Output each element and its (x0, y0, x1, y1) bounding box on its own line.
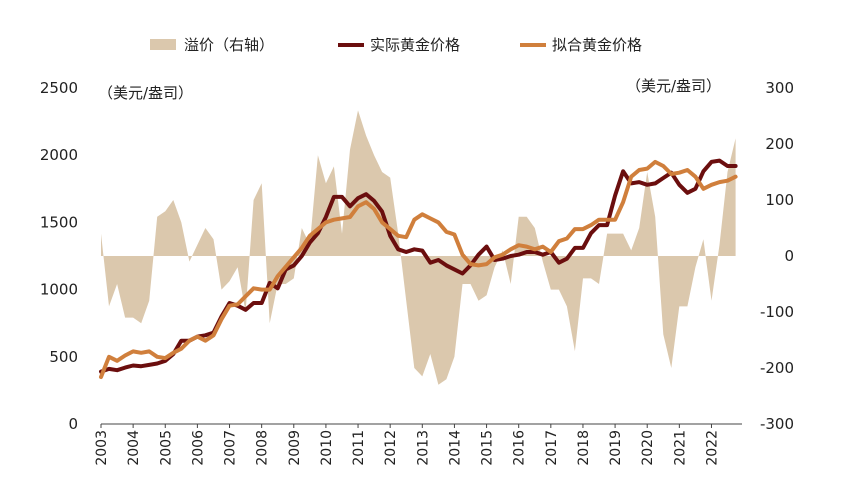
legend-label-premium: 溢价（右轴） (184, 36, 274, 54)
legend-label-fitted: 拟合黄金价格 (552, 36, 642, 54)
series-premium-area (101, 110, 736, 385)
x-tick-label: 2006 (190, 430, 206, 466)
series-fitted-line (99, 159, 738, 379)
x-tick-label: 2012 (383, 430, 399, 466)
legend-swatch-premium (150, 39, 176, 50)
x-tick-label: 2015 (480, 430, 496, 466)
x-tick-label: 2010 (319, 430, 335, 466)
x-tick-label: 2007 (223, 430, 239, 466)
x-tick-label: 2014 (447, 430, 463, 466)
legend-label-actual: 实际黄金价格 (370, 36, 460, 54)
x-tick-label: 2020 (640, 430, 656, 466)
left-tick-label: 500 (49, 348, 78, 366)
x-tick-label: 2003 (94, 430, 110, 466)
premium-area (101, 110, 736, 385)
x-tick-label: 2004 (126, 430, 142, 466)
x-tick-label: 2013 (415, 430, 431, 466)
x-axis: 2003 2004 2005 2006 2007 2008 2009 2010 2011 2012… (94, 424, 720, 466)
right-tick-label: 300 (765, 79, 794, 97)
left-axis: 2500 2000 1500 1000 500 0 (40, 79, 78, 433)
x-tick-label: 2018 (576, 430, 592, 466)
x-tick-label: 2021 (672, 430, 688, 466)
left-tick-label: 1500 (40, 213, 78, 231)
right-tick-label: 200 (765, 135, 794, 153)
left-tick-label: 2500 (40, 79, 78, 97)
price-lines (99, 158, 738, 379)
x-tick-label: 2011 (351, 430, 367, 466)
right-tick-label: -300 (760, 415, 794, 433)
left-axis-unit: （美元/盎司） (98, 84, 193, 102)
left-tick-label: 0 (68, 415, 78, 433)
right-tick-label: -100 (760, 303, 794, 321)
right-tick-label: -200 (760, 359, 794, 377)
right-axis-unit: （美元/盎司） (626, 77, 721, 95)
right-axis: 300 200 100 0 -100 -200 -300 (760, 79, 794, 433)
left-tick-label: 1000 (40, 281, 78, 299)
x-tick-label: 2017 (544, 430, 560, 466)
right-tick-label: 0 (784, 247, 794, 265)
x-tick-label: 2016 (512, 430, 528, 466)
legend: 溢价（右轴） 实际黄金价格 拟合黄金价格 (150, 36, 642, 54)
x-tick-label: 2009 (287, 430, 303, 466)
x-tick-label: 2019 (608, 430, 624, 466)
x-tick-label: 2005 (158, 430, 174, 466)
x-tick-label: 2008 (255, 430, 271, 466)
right-tick-label: 100 (765, 191, 794, 209)
left-tick-label: 2000 (40, 146, 78, 164)
x-tick-label: 2022 (704, 430, 720, 466)
